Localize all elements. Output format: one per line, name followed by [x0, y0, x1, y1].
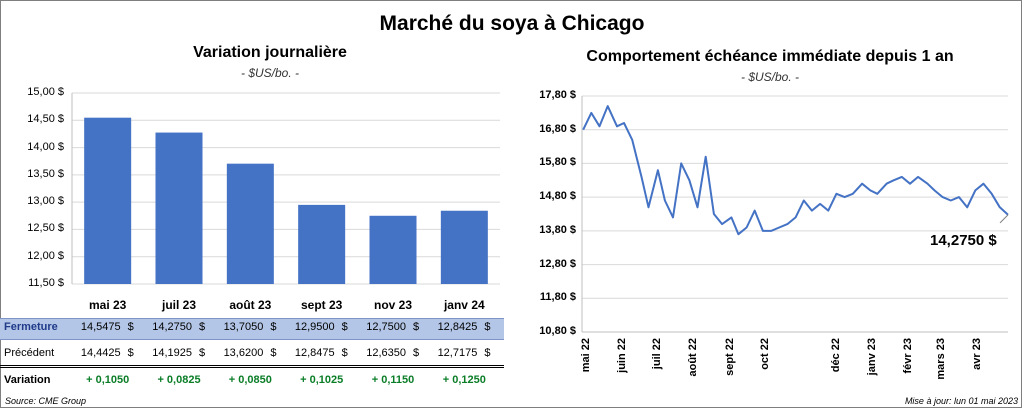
- fermeture-value: 14,2750: [152, 321, 192, 333]
- left-y-tick-label: 14,00 $: [27, 140, 64, 153]
- fermeture-value: 12,7500: [366, 321, 406, 333]
- right-x-tick-label: juil 22: [651, 338, 664, 370]
- right-x-tick-label: juin 22: [616, 338, 629, 373]
- right-x-tick-label: déc 22: [829, 338, 842, 373]
- source-note: Source: CME Group: [5, 396, 87, 406]
- last-value-leader: [999, 214, 1009, 224]
- precedent-value: 12,7175: [437, 347, 478, 359]
- precedent-dollar: $: [127, 347, 134, 359]
- right-x-tick-label: avr 23: [970, 338, 983, 370]
- bar: [298, 204, 346, 284]
- right-y-tick-label: 16,80 $: [539, 122, 576, 135]
- precedent-dollar: $: [484, 347, 491, 359]
- bar: [440, 210, 488, 284]
- variation-value: + 0,1150: [371, 374, 415, 386]
- right-x-tick-label: févr 23: [902, 338, 915, 374]
- left-x-tick-label: sept 23: [300, 298, 343, 312]
- update-note: Mise à jour: lun 01 mai 2023: [904, 396, 1018, 406]
- fermeture-value: 12,9500: [294, 321, 335, 333]
- left-x-tick-label: janv 24: [443, 298, 485, 312]
- fermeture-label: Fermeture: [4, 321, 58, 333]
- right-y-tick-label: 10,80 $: [539, 325, 576, 337]
- fermeture-dollar: $: [199, 321, 206, 333]
- table-divider-2: [0, 367, 504, 368]
- precedent-dollar: $: [341, 347, 348, 359]
- variation-value: + 0,0825: [157, 374, 201, 386]
- fermeture-value: 13,7050: [223, 321, 264, 333]
- precedent-value: 12,6350: [366, 347, 406, 359]
- fermeture-dollar: $: [270, 321, 277, 333]
- variation-value: + 0,1250: [442, 374, 486, 386]
- precedent-label: Précédent: [4, 347, 55, 359]
- right-chart-units: - $US/bo. -: [740, 70, 800, 84]
- fermeture-value: 14,5475: [80, 321, 121, 333]
- left-y-tick-label: 15,00 $: [27, 86, 64, 98]
- right-x-tick-label: mai 22: [580, 338, 592, 373]
- precedent-value: 12,8475: [294, 347, 335, 359]
- fermeture-dollar: $: [127, 321, 134, 333]
- fermeture-dollar: $: [341, 321, 348, 333]
- bar: [226, 163, 274, 284]
- left-chart-units: - $US/bo. -: [240, 66, 300, 80]
- right-chart-title: Comportement échéance immédiate depuis 1…: [586, 48, 954, 65]
- main-title: Marché du soya à Chicago: [379, 12, 645, 35]
- precedent-value: 14,4425: [80, 347, 121, 359]
- bar: [369, 215, 417, 284]
- variation-value: + 0,0850: [228, 374, 272, 386]
- table-divider: [0, 365, 504, 366]
- price-series-line: [582, 105, 1009, 236]
- left-x-tick-label: nov 23: [373, 298, 412, 312]
- right-y-tick-label: 14,80 $: [539, 190, 576, 203]
- fermeture-value: 12,8425: [437, 321, 478, 333]
- left-x-tick-label: mai 23: [88, 298, 127, 312]
- last-value-label: 14,2750 $: [930, 232, 997, 249]
- left-x-tick-label: août 23: [229, 298, 272, 312]
- right-y-tick-label: 13,80 $: [539, 223, 576, 236]
- precedent-dollar: $: [199, 347, 206, 359]
- fermeture-row-bg: [0, 318, 504, 340]
- bar: [155, 132, 203, 284]
- left-chart-title: Variation journalière: [193, 44, 347, 61]
- fermeture-dollar: $: [413, 321, 420, 333]
- left-x-tick-label: juil 23: [161, 298, 196, 312]
- left-y-tick-label: 13,00 $: [27, 195, 64, 208]
- right-x-tick-label: mars 23: [934, 338, 947, 380]
- right-x-tick-label: sept 22: [723, 338, 736, 376]
- precedent-value: 14,1925: [152, 347, 192, 359]
- right-y-tick-label: 15,80 $: [539, 156, 576, 169]
- bar: [84, 117, 132, 284]
- right-y-tick-label: 12,80 $: [539, 257, 576, 270]
- variation-value: + 0,1050: [86, 374, 130, 386]
- precedent-dollar: $: [413, 347, 420, 359]
- precedent-dollar: $: [270, 347, 277, 359]
- left-y-tick-label: 12,50 $: [27, 222, 64, 235]
- variation-label: Variation: [4, 374, 51, 386]
- right-x-tick-label: janv 23: [865, 338, 878, 376]
- left-y-tick-label: 11,50 $: [28, 277, 64, 289]
- right-y-tick-label: 11,80 $: [539, 291, 576, 304]
- right-y-tick-label: 17,80 $: [539, 89, 576, 101]
- right-x-tick-label: oct 22: [758, 338, 771, 370]
- left-y-tick-label: 14,50 $: [27, 113, 64, 126]
- right-x-tick-label: août 22: [687, 338, 700, 377]
- fermeture-dollar: $: [484, 321, 491, 333]
- left-y-tick-label: 13,50 $: [27, 167, 64, 180]
- left-y-tick-label: 12,00 $: [27, 249, 64, 262]
- variation-value: + 0,1025: [300, 374, 344, 386]
- precedent-value: 13,6200: [223, 347, 264, 359]
